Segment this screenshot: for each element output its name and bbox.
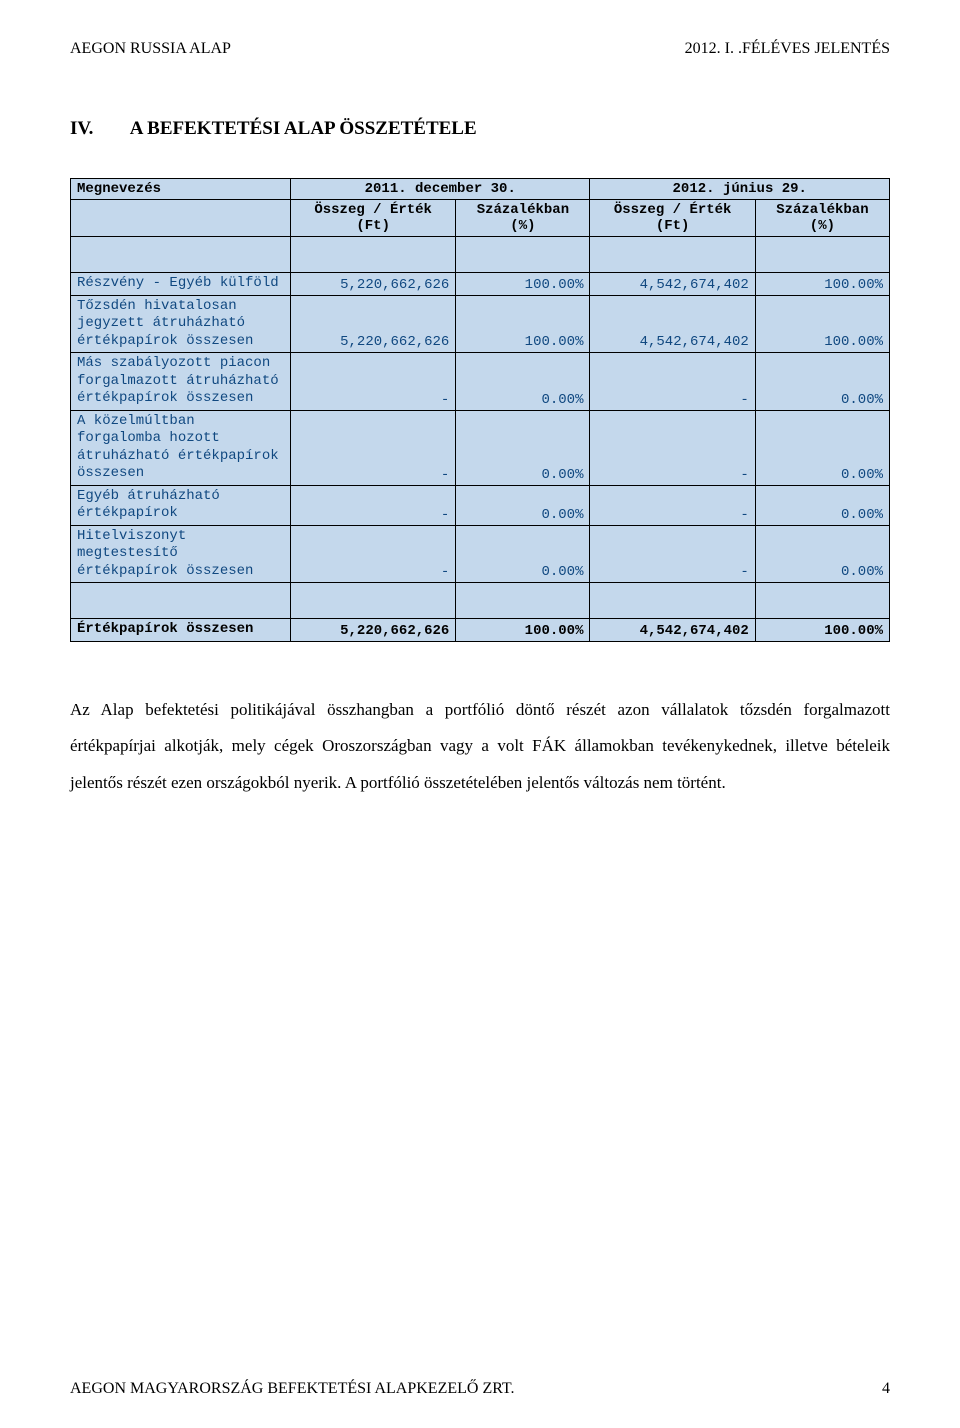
col-header-empty — [71, 200, 291, 237]
row-label: Más szabályozott piacon forgalmazott átr… — [71, 353, 291, 411]
col-header-pct2: Százalékban (%) — [755, 200, 889, 237]
body-paragraph: Az Alap befektetési politikájával összha… — [70, 692, 890, 802]
col-header-date2: 2012. június 29. — [590, 179, 890, 200]
row-label: Hitelviszonyt megtestesítő értékpapírok … — [71, 525, 291, 583]
col-header-amount1: Összeg / Érték (Ft) — [291, 200, 456, 237]
section-title: IV. A BEFEKTETÉSI ALAP ÖSSZETÉTELE — [70, 118, 890, 140]
row-amount1: - — [291, 353, 456, 411]
col-header-amount2: Összeg / Érték (Ft) — [590, 200, 755, 237]
row-amount2: 4,542,674,402 — [590, 273, 755, 296]
col-header-name: Megnevezés — [71, 179, 291, 200]
total-amount1: 5,220,662,626 — [291, 619, 456, 642]
footer-page-number: 4 — [882, 1380, 890, 1398]
row-amount1: - — [291, 485, 456, 525]
row-label: Egyéb átruházható értékpapírok — [71, 485, 291, 525]
row-pct1: 100.00% — [456, 295, 590, 353]
table-row: Tőzsdén hivatalosan jegyzett átruházható… — [71, 295, 890, 353]
row-pct1: 0.00% — [456, 525, 590, 583]
table-row: Egyéb átruházható értékpapírok - 0.00% -… — [71, 485, 890, 525]
row-amount2: - — [590, 410, 755, 485]
row-pct2: 0.00% — [755, 485, 889, 525]
section-title-text: A BEFEKTETÉSI ALAP ÖSSZETÉTELE — [130, 118, 477, 139]
table-row: Más szabályozott piacon forgalmazott átr… — [71, 353, 890, 411]
row-amount2: - — [590, 485, 755, 525]
section-number: IV. — [70, 118, 125, 140]
table-row: Hitelviszonyt megtestesítő értékpapírok … — [71, 525, 890, 583]
row-pct2: 100.00% — [755, 295, 889, 353]
row-pct2: 100.00% — [755, 273, 889, 296]
page-header: AEGON RUSSIA ALAP 2012. I. .FÉLÉVES JELE… — [70, 40, 890, 58]
row-amount1: - — [291, 410, 456, 485]
composition-table: Megnevezés 2011. december 30. 2012. júni… — [70, 178, 890, 642]
header-right: 2012. I. .FÉLÉVES JELENTÉS — [685, 40, 890, 58]
row-amount2: - — [590, 353, 755, 411]
footer-left: AEGON MAGYARORSZÁG BEFEKTETÉSI ALAPKEZEL… — [70, 1380, 515, 1398]
table-total-row: Értékpapírok összesen 5,220,662,626 100.… — [71, 619, 890, 642]
page-footer: AEGON MAGYARORSZÁG BEFEKTETÉSI ALAPKEZEL… — [70, 1380, 890, 1398]
row-pct1: 0.00% — [456, 410, 590, 485]
row-pct2: 0.00% — [755, 410, 889, 485]
row-pct1: 0.00% — [456, 485, 590, 525]
total-label: Értékpapírok összesen — [71, 619, 291, 642]
total-amount2: 4,542,674,402 — [590, 619, 755, 642]
row-amount2: - — [590, 525, 755, 583]
row-amount1: - — [291, 525, 456, 583]
row-amount2: 4,542,674,402 — [590, 295, 755, 353]
table-row: A közelmúltban forgalomba hozott átruház… — [71, 410, 890, 485]
row-label: Részvény - Egyéb külföld — [71, 273, 291, 296]
row-pct2: 0.00% — [755, 525, 889, 583]
table-row: Részvény - Egyéb külföld 5,220,662,626 1… — [71, 273, 890, 296]
row-pct1: 0.00% — [456, 353, 590, 411]
total-pct1: 100.00% — [456, 619, 590, 642]
row-amount1: 5,220,662,626 — [291, 273, 456, 296]
row-pct2: 0.00% — [755, 353, 889, 411]
col-header-pct1: Százalékban (%) — [456, 200, 590, 237]
row-label: Tőzsdén hivatalosan jegyzett átruházható… — [71, 295, 291, 353]
col-header-date1: 2011. december 30. — [291, 179, 590, 200]
total-pct2: 100.00% — [755, 619, 889, 642]
row-pct1: 100.00% — [456, 273, 590, 296]
row-amount1: 5,220,662,626 — [291, 295, 456, 353]
header-left: AEGON RUSSIA ALAP — [70, 40, 231, 58]
row-label: A közelmúltban forgalomba hozott átruház… — [71, 410, 291, 485]
